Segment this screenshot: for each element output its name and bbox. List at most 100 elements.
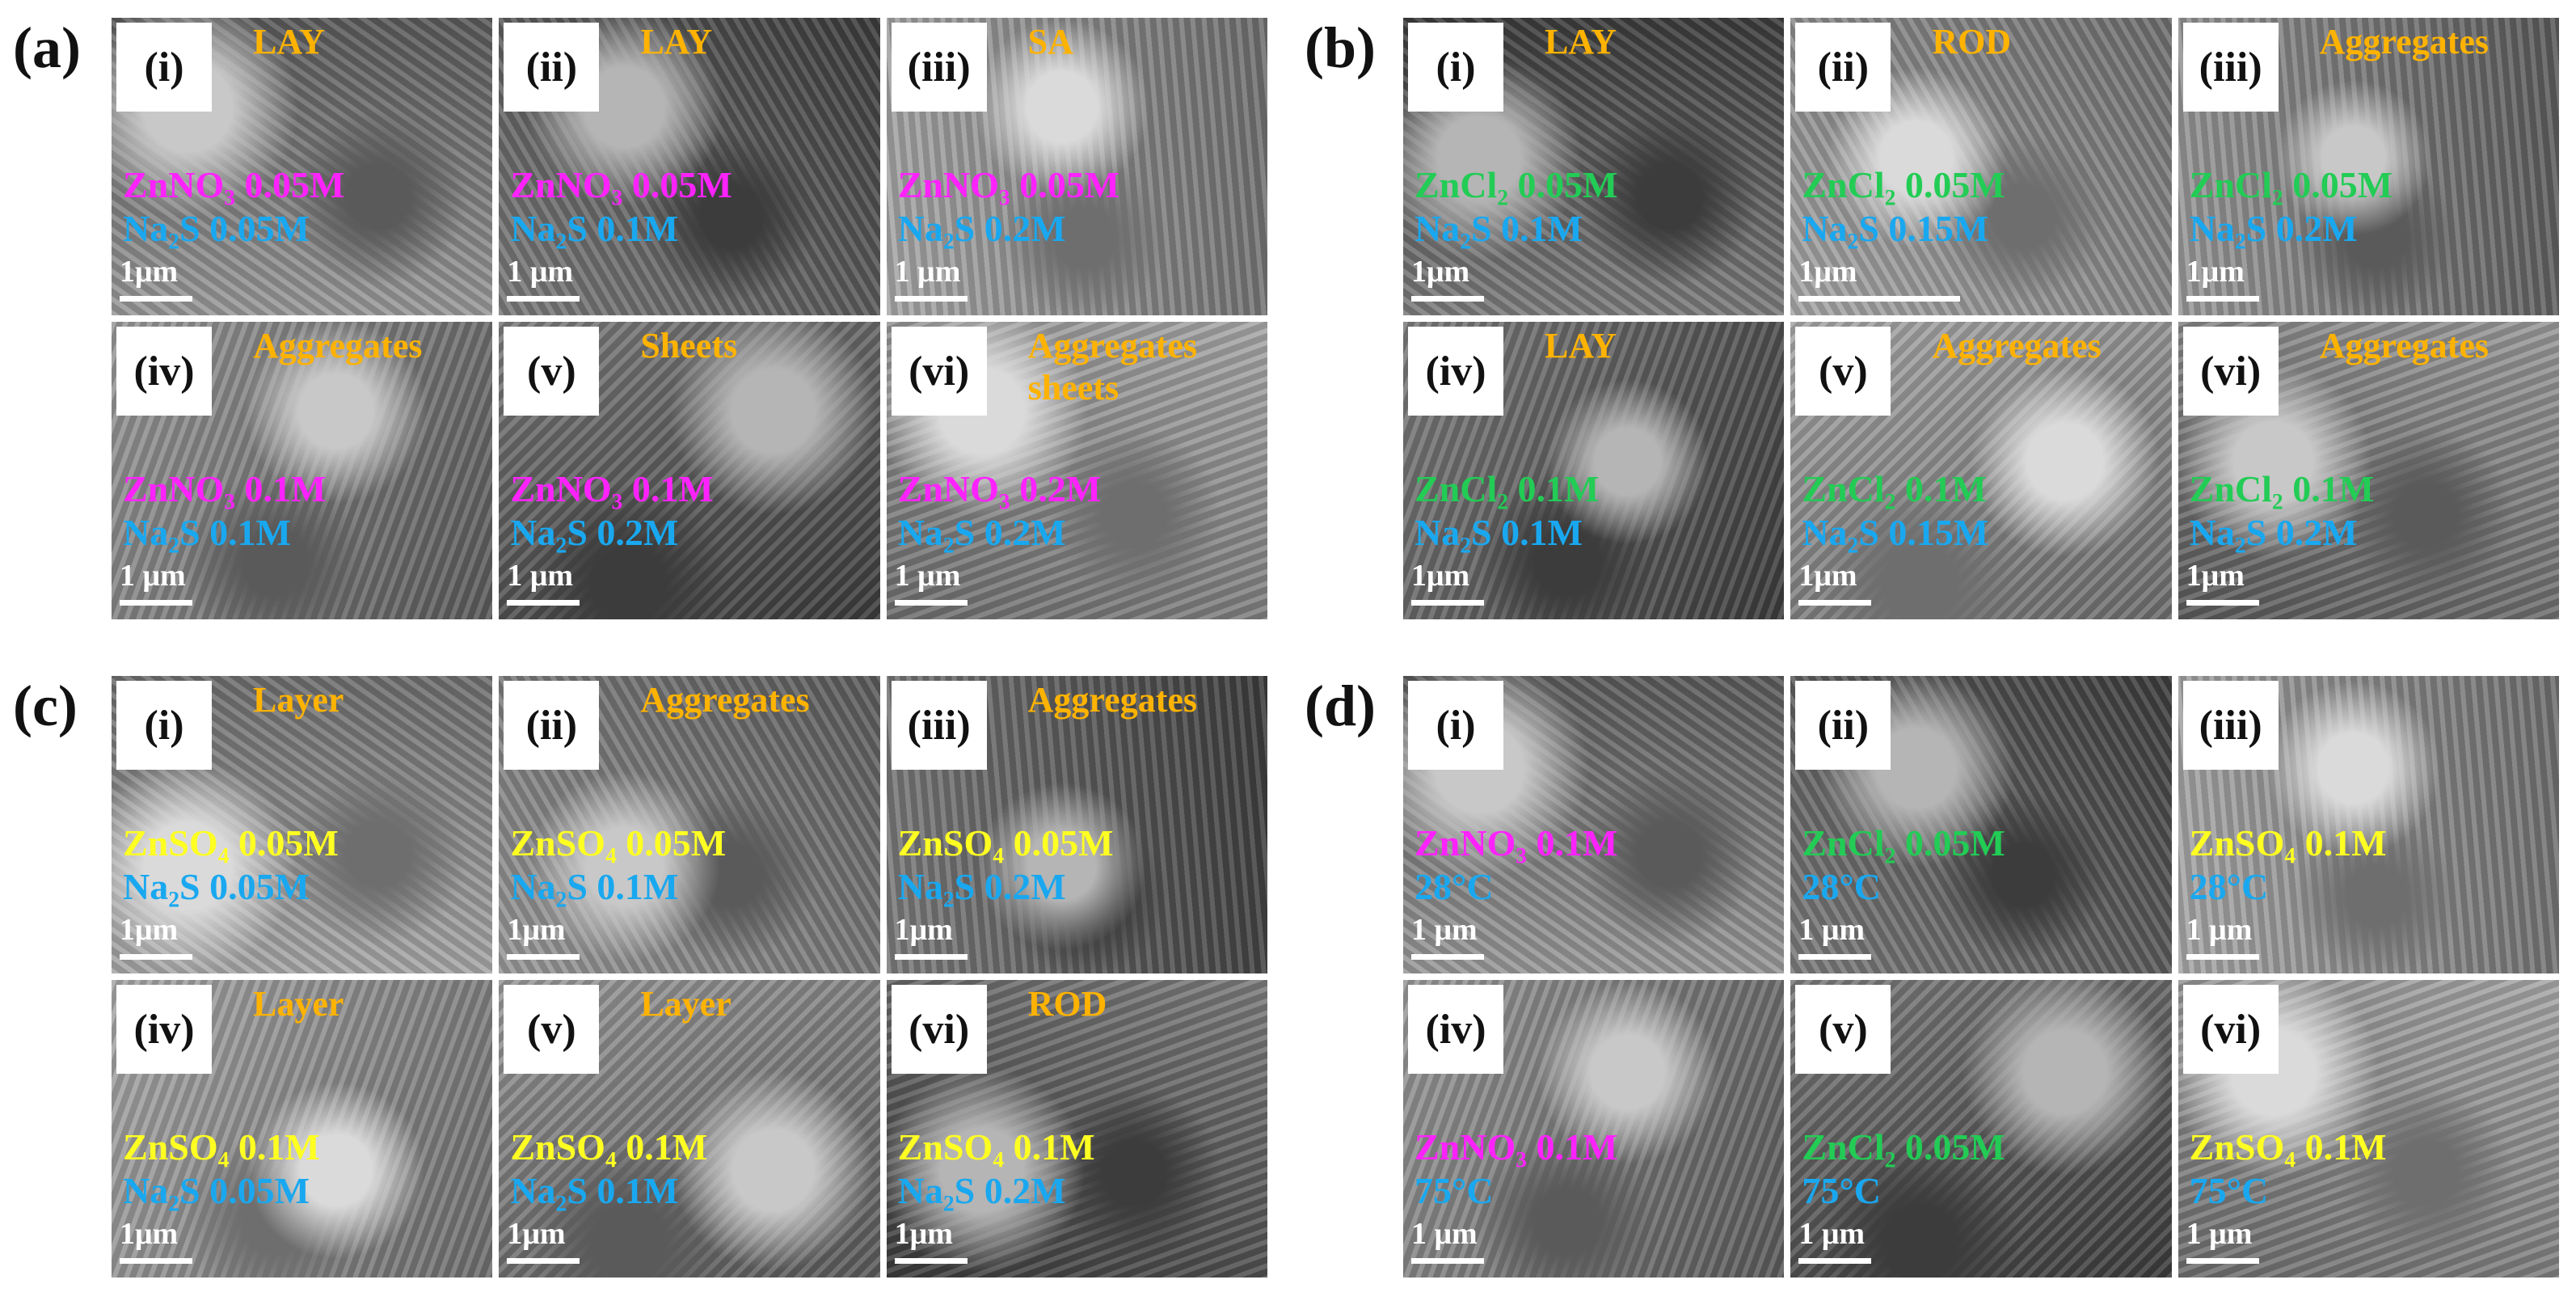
panel-numeral: (i) [1408, 23, 1503, 112]
panel-numeral: (iii) [891, 23, 987, 112]
morphology-label: Aggregates [2319, 326, 2489, 365]
scale-bar [1798, 1258, 1872, 1264]
panel-numeral: (v) [504, 327, 600, 416]
panel-numeral: (ii) [1795, 681, 1891, 770]
scale-bar [1411, 600, 1484, 606]
scale-label: 1μm [120, 255, 179, 289]
scale-bar [120, 1258, 192, 1264]
sem-grid: (i) LAY ZnNO₃ 0.05M Na₂S 0.05M 1μm (ii) LAY ZnN… [112, 18, 1267, 619]
scale-label: 1μm [507, 1217, 566, 1251]
scale-label: 1 μm [507, 559, 574, 593]
condition-label: Na₂S 0.15M [1802, 512, 1989, 553]
scale-label: 1μm [1411, 255, 1470, 289]
panel-numeral: (ii) [1795, 23, 1891, 112]
condition-label: 75°C [1802, 1170, 1881, 1211]
zinc-label: ZnCl₂ 0.05M [1802, 822, 2005, 864]
morphology-label: LAY [1545, 22, 1617, 61]
panel-numeral: (vi) [2182, 985, 2279, 1074]
morphology-label: Aggregates [1932, 326, 2102, 365]
condition-label: Na₂S 0.2M [897, 208, 1066, 249]
scale-label: 1μm [894, 913, 953, 947]
sem-image: (v) Sheets ZnNO₃ 0.1M Na₂S 0.2M 1 μm [499, 322, 880, 619]
scale-bar [1411, 954, 1484, 960]
morphology-label: SA [1027, 22, 1073, 61]
scale-label: 1 μm [2186, 913, 2253, 947]
figure-panel: (c) (i) Layer ZnSO₄ 0.05M Na₂S 0.05M 1μm (ii) A… [0, 658, 1285, 1305]
zinc-label: ZnNO₃ 0.1M [1414, 1126, 1618, 1168]
sem-image: (iii) ZnSO₄ 0.1M 28°C 1 μm [2178, 676, 2559, 973]
sem-image: (iii) Aggregates ZnSO₄ 0.05M Na₂S 0.2M 1μm [886, 676, 1267, 973]
scale-label: 1 μm [507, 255, 574, 289]
morphology-label: ROD [1027, 984, 1107, 1024]
zinc-label: ZnCl₂ 0.05M [1802, 1126, 2005, 1168]
condition-label: Na₂S 0.2M [897, 866, 1066, 907]
sem-image: (i) ZnNO₃ 0.1M 28°C 1 μm [1403, 676, 1785, 973]
condition-label: Na₂S 0.1M [510, 208, 679, 249]
sem-image: (v) Layer ZnSO₄ 0.1M Na₂S 0.1M 1μm [499, 980, 880, 1278]
morphology-label: Aggregates [253, 326, 423, 365]
morphology-label: LAY [1545, 326, 1617, 365]
sem-image: (ii) LAY ZnNO₃ 0.05M Na₂S 0.1M 1 μm [499, 18, 880, 315]
zinc-label: ZnNO₃ 0.1M [123, 468, 327, 509]
sem-image: (iv) ZnNO₃ 0.1M 75°C 1 μm [1403, 980, 1785, 1278]
sem-grid: (i) Layer ZnSO₄ 0.05M Na₂S 0.05M 1μm (ii) Aggr… [112, 676, 1267, 1278]
figure-panel: (d) (i) ZnNO₃ 0.1M 28°C 1 μm (ii) ZnCl₂ 0.05M 2… [1292, 658, 2576, 1305]
panel-numeral: (iii) [2182, 681, 2279, 770]
scale-bar [120, 954, 192, 960]
condition-label: Na₂S 0.05M [123, 866, 310, 907]
scale-label: 1μm [120, 913, 179, 947]
condition-label: Na₂S 0.2M [897, 512, 1066, 553]
zinc-label: ZnSO₄ 0.1M [897, 1126, 1095, 1168]
sem-image: (ii) ROD ZnCl₂ 0.05M Na₂S 0.15M 1μm [1790, 18, 2172, 315]
panel-numeral: (vi) [891, 327, 987, 416]
morphology-label: Layer [253, 984, 344, 1024]
condition-label: 28°C [1802, 866, 1881, 907]
scale-bar [894, 954, 968, 960]
zinc-label: ZnNO₃ 0.05M [897, 164, 1120, 205]
sem-image: (i) LAY ZnCl₂ 0.05M Na₂S 0.1M 1μm [1403, 18, 1785, 315]
sem-image: (iv) Layer ZnSO₄ 0.1M Na₂S 0.05M 1μm [112, 980, 493, 1278]
zinc-label: ZnSO₄ 0.1M [510, 1126, 708, 1168]
panel-numeral: (iv) [1408, 985, 1503, 1074]
zinc-label: ZnSO₄ 0.1M [2189, 822, 2387, 864]
condition-label: Na₂S 0.2M [2189, 512, 2358, 553]
zinc-label: ZnCl₂ 0.05M [1414, 164, 1618, 205]
scale-bar [507, 296, 580, 302]
panel-numeral: (iii) [891, 681, 987, 770]
condition-label: Na₂S 0.2M [2189, 208, 2358, 249]
scale-bar [1411, 296, 1484, 302]
sem-image: (i) LAY ZnNO₃ 0.05M Na₂S 0.05M 1μm [112, 18, 493, 315]
scale-label: 1μm [1798, 559, 1857, 593]
scale-bar [507, 600, 580, 606]
sem-image: (v) Aggregates ZnCl₂ 0.1M Na₂S 0.15M 1μm [1790, 322, 2172, 619]
scale-bar [120, 296, 192, 302]
sem-image: (ii) Aggregates ZnSO₄ 0.05M Na₂S 0.1M 1μm [499, 676, 880, 973]
zinc-label: ZnCl₂ 0.1M [1802, 468, 1987, 509]
panel-numeral: (i) [116, 23, 212, 112]
morphology-label: Aggregates [2319, 22, 2489, 61]
scale-label: 1μm [894, 1217, 953, 1251]
condition-label: Na₂S 0.1M [123, 512, 292, 553]
morphology-label: Aggregates [1027, 680, 1197, 720]
zinc-label: ZnNO₃ 0.05M [510, 164, 732, 205]
panel-numeral: (i) [116, 681, 212, 770]
panel-numeral: (ii) [504, 681, 600, 770]
scale-label: 1μm [1798, 255, 1857, 289]
scale-label: 1 μm [894, 559, 961, 593]
panel-numeral: (v) [1795, 985, 1891, 1074]
panel-numeral: (vi) [891, 985, 987, 1074]
morphology-label: Aggregates [640, 680, 810, 720]
zinc-label: ZnNO₃ 0.2M [897, 468, 1102, 509]
panel-label: (d) [1305, 674, 1376, 738]
sem-image: (vi) Aggregates ZnCl₂ 0.1M Na₂S 0.2M 1μm [2178, 322, 2559, 619]
scale-label: 1μm [507, 913, 566, 947]
scale-bar [894, 296, 968, 302]
morphology-label: LAY [253, 22, 325, 61]
morphology-label: Sheets [640, 326, 738, 365]
condition-label: Na₂S 0.15M [1802, 208, 1989, 249]
scale-bar [894, 1258, 968, 1264]
scale-bar [507, 954, 580, 960]
condition-label: Na₂S 0.1M [1414, 208, 1583, 249]
sem-image: (v) ZnCl₂ 0.05M 75°C 1 μm [1790, 980, 2172, 1278]
scale-bar [1798, 600, 1872, 606]
